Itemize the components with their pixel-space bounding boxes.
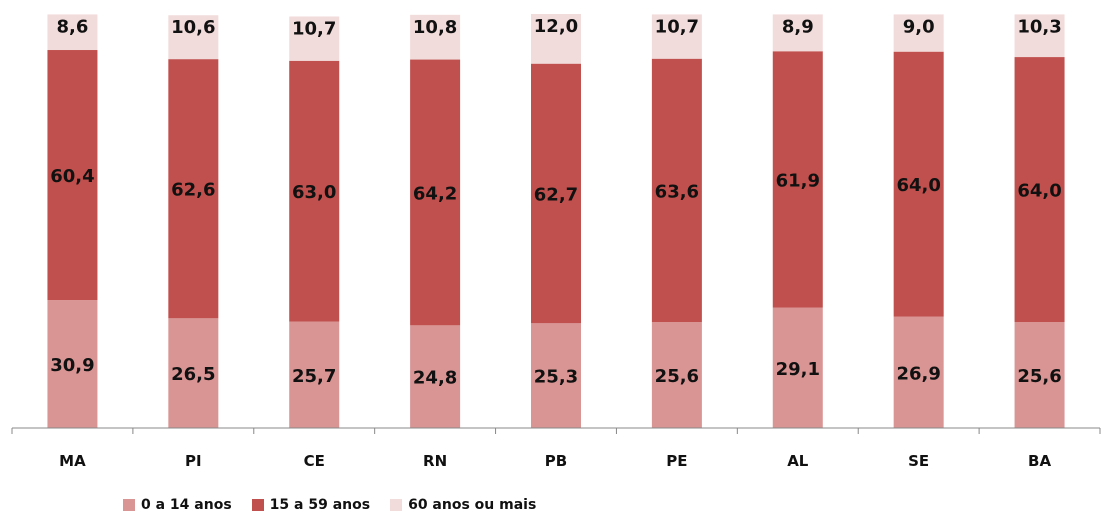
bar-segment-rn-1 bbox=[410, 59, 461, 326]
category-label-ba: BA bbox=[1028, 452, 1051, 470]
bar-segment-al-1 bbox=[772, 51, 823, 308]
bar-segment-ma-1 bbox=[47, 50, 98, 301]
data-label-se-1: 64,0 bbox=[896, 175, 940, 196]
bar-segment-pe-1 bbox=[651, 58, 702, 323]
category-label-rn: RN bbox=[423, 452, 447, 470]
data-label-pe-1: 63,6 bbox=[655, 181, 699, 202]
data-label-ma-2: 8,6 bbox=[56, 16, 88, 37]
category-label-ma: MA bbox=[59, 452, 86, 470]
legend-label-15-59: 15 a 59 anos bbox=[269, 497, 371, 513]
category-label-se: SE bbox=[908, 452, 929, 470]
data-label-ba-0: 25,6 bbox=[1017, 366, 1061, 387]
bar-segment-ba-1 bbox=[1014, 57, 1065, 323]
bar-segment-ma-2 bbox=[47, 14, 98, 51]
bar-segment-pb-1 bbox=[531, 63, 581, 324]
bar-segment-ma-0 bbox=[47, 300, 98, 428]
data-label-ce-1: 63,0 bbox=[292, 182, 336, 203]
data-label-ma-0: 30,9 bbox=[50, 355, 94, 376]
data-label-al-2: 8,9 bbox=[782, 16, 814, 37]
bar-segment-pb-2 bbox=[531, 14, 581, 64]
data-label-rn-1: 64,2 bbox=[413, 183, 457, 204]
bar-segment-ba-2 bbox=[1014, 14, 1065, 58]
bar-segment-ce-1 bbox=[289, 60, 340, 322]
data-label-ce-0: 25,7 bbox=[292, 366, 336, 387]
bar-segment-pi-2 bbox=[168, 15, 219, 60]
data-label-ma-1: 60,4 bbox=[50, 166, 94, 187]
data-label-pi-0: 26,5 bbox=[171, 364, 215, 385]
legend-swatch-0-14 bbox=[123, 499, 135, 511]
data-label-ce-2: 10,7 bbox=[292, 18, 336, 39]
data-label-al-1: 61,9 bbox=[776, 170, 820, 191]
category-label-pi: PI bbox=[185, 452, 202, 470]
legend-item-0-14: 0 a 14 anos bbox=[123, 497, 232, 513]
bar-segment-se-2 bbox=[893, 14, 944, 52]
data-label-pb-2: 12,0 bbox=[534, 16, 578, 37]
bar-segment-rn-0 bbox=[410, 325, 461, 428]
data-label-al-0: 29,1 bbox=[776, 359, 820, 380]
legend: 0 a 14 anos 15 a 59 anos 60 anos ou mais bbox=[123, 497, 536, 513]
bar-segment-pe-2 bbox=[651, 14, 702, 59]
bar-segment-rn-2 bbox=[410, 14, 461, 60]
data-label-pe-0: 25,6 bbox=[655, 366, 699, 387]
data-label-ba-2: 10,3 bbox=[1017, 16, 1061, 37]
data-label-se-2: 9,0 bbox=[903, 16, 935, 37]
category-label-al: AL bbox=[787, 452, 809, 470]
bar-segment-se-1 bbox=[893, 51, 944, 317]
data-label-pe-2: 10,7 bbox=[655, 16, 699, 37]
legend-label-0-14: 0 a 14 anos bbox=[141, 497, 232, 513]
bar-segment-se-0 bbox=[893, 316, 944, 428]
bar-segment-al-2 bbox=[772, 14, 823, 52]
bar-segment-pi-0 bbox=[168, 318, 219, 428]
legend-item-15-59: 15 a 59 anos bbox=[251, 497, 371, 513]
legend-item-60-plus: 60 anos ou mais bbox=[390, 497, 536, 513]
category-label-pe: PE bbox=[666, 452, 687, 470]
bar-segment-pe-0 bbox=[651, 322, 702, 428]
bar-segment-pb-0 bbox=[531, 323, 581, 428]
bar-segment-pi-1 bbox=[168, 59, 219, 319]
legend-label-60-plus: 60 anos ou mais bbox=[408, 497, 537, 513]
data-label-pb-1: 62,7 bbox=[534, 184, 578, 205]
category-label-ce: CE bbox=[304, 452, 325, 470]
data-label-ba-1: 64,0 bbox=[1017, 181, 1061, 202]
legend-swatch-60-plus bbox=[390, 499, 403, 511]
stacked-bar-chart: 30,9 60,4 8,6 MA 26,5 62,6 10,6 PI 25,7 63,0 10,7 C… bbox=[11, 14, 1101, 470]
category-label-pb: PB bbox=[545, 452, 567, 470]
data-label-pb-0: 25,3 bbox=[534, 367, 578, 388]
legend-swatch-15-59 bbox=[251, 499, 264, 511]
bar-segment-ba-0 bbox=[1014, 322, 1065, 428]
bar-segment-ce-2 bbox=[289, 16, 340, 61]
data-label-rn-2: 10,8 bbox=[413, 17, 457, 38]
bar-segment-ce-0 bbox=[289, 321, 340, 428]
data-label-pi-2: 10,6 bbox=[171, 17, 215, 38]
data-label-pi-1: 62,6 bbox=[171, 180, 215, 201]
data-label-se-0: 26,9 bbox=[896, 363, 940, 384]
data-label-rn-0: 24,8 bbox=[413, 368, 457, 389]
bar-segment-al-0 bbox=[772, 307, 823, 428]
